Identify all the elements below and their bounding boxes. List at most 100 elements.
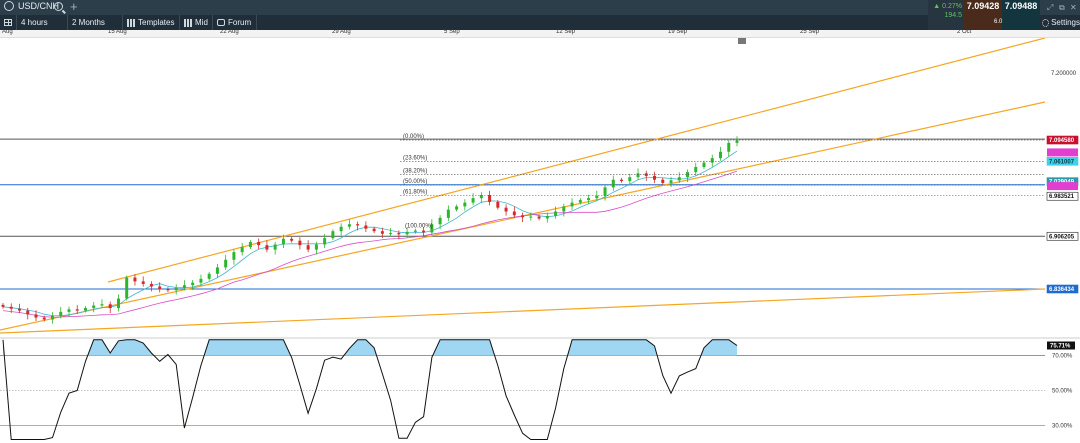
date-tick-label: 12 Sep: [556, 29, 576, 35]
candle-body: [224, 259, 228, 268]
candle-body: [182, 285, 186, 288]
price-tag-layer: 7.0945807.0610077.0290496.9835216.906205…: [1046, 135, 1079, 294]
chart-toolbar: 4 hours 2 Months Templates Mid Forum: [0, 15, 1080, 30]
price-tag-label: 6.983521: [1049, 194, 1075, 200]
channel-upper-line: [107, 38, 1046, 283]
price-chart[interactable]: 7.200000 (0.00%) (23.60%) (38.20%) (50.00%)…: [0, 38, 1080, 443]
candle-body: [413, 230, 417, 232]
candle-body: [141, 281, 145, 284]
templates-button[interactable]: Templates: [123, 15, 180, 30]
date-tick-label: 15 Aug: [108, 29, 127, 35]
candle-body: [83, 308, 87, 311]
candle-body: [455, 206, 459, 210]
bid-price: 7.09428: [966, 1, 1000, 11]
candle-body: [471, 198, 475, 203]
candle-body: [215, 267, 219, 274]
rsi-line: [2, 339, 738, 440]
ask-price: 7.09488: [1004, 1, 1038, 11]
fib-level-label: (50.00%): [403, 179, 427, 185]
candle-body: [488, 194, 492, 202]
add-tab-icon[interactable]: +: [70, 0, 78, 14]
fib-level-label: (38.20%): [403, 169, 427, 175]
interval-dropdown[interactable]: 4 hours: [17, 15, 68, 30]
candle-body: [587, 198, 591, 201]
symbol-header[interactable]: USD/CNH: [4, 1, 59, 11]
date-tick-label: 2 Oct: [957, 29, 972, 35]
candle-body: [677, 177, 681, 181]
forum-button[interactable]: Forum: [213, 15, 257, 30]
candle-body: [100, 304, 104, 306]
date-tick-label: 19 Sep: [668, 29, 688, 35]
candle-body: [727, 142, 731, 152]
minimize-icon[interactable]: ⤢: [1047, 3, 1054, 12]
settings-label: Settings: [1051, 18, 1080, 27]
price-type-icon: [184, 18, 192, 27]
candles-layer: [1, 136, 739, 324]
candle-body: [59, 311, 63, 316]
range-dropdown[interactable]: 2 Months: [68, 15, 123, 30]
candle-body: [479, 194, 483, 199]
price-tag-box: [1046, 191, 1079, 201]
candle-body: [50, 315, 54, 320]
price-type-label: Mid: [195, 18, 208, 27]
price-tag-box: [1046, 231, 1079, 241]
fib-level-label: (61.80%): [403, 190, 427, 196]
candle-body: [669, 180, 673, 183]
event-marker-icon: [738, 38, 746, 44]
channel-lower-line: [0, 288, 1046, 334]
grid-layer: 7.200000: [0, 71, 1077, 290]
candle-body: [636, 173, 640, 178]
candle-body: [356, 224, 360, 226]
settings-button[interactable]: Settings: [1040, 15, 1080, 30]
price-type-button[interactable]: Mid: [180, 15, 213, 30]
candle-body: [496, 201, 500, 208]
candle-body: [661, 179, 665, 183]
popout-icon[interactable]: ⧉: [1059, 3, 1065, 12]
price-tag-label: 7.061007: [1049, 159, 1075, 165]
candle-body: [380, 231, 384, 234]
candle-body: [463, 202, 467, 207]
candle-body: [710, 158, 714, 163]
layout-button[interactable]: [0, 15, 17, 30]
price-change-box: ▲ 0.27% 194.5: [928, 0, 964, 30]
gear-icon: [1042, 18, 1050, 27]
fib-level-label: (23.60%): [403, 155, 427, 161]
close-icon[interactable]: ✕: [1070, 3, 1077, 12]
candle-body: [158, 286, 162, 289]
candle-body: [133, 277, 137, 282]
spread-value: 6.0: [994, 19, 1003, 25]
fib-level-label: (100.00%): [405, 224, 433, 230]
candle-body: [257, 241, 261, 246]
candle-body: [347, 224, 351, 227]
interval-label: 4 hours: [21, 18, 48, 27]
moving-average-layer: [2, 150, 738, 318]
candle-body: [306, 245, 310, 250]
candle-body: [372, 228, 376, 232]
rsi-tick-label: 30.00%: [1052, 424, 1073, 430]
change-percent: ▲ 0.27%: [933, 3, 962, 10]
candle-body: [26, 310, 30, 315]
search-icon[interactable]: [54, 2, 63, 11]
rsi-panel: 75.71% 70.00% 50.00% 30.00%: [0, 337, 1080, 440]
candle-body: [521, 215, 525, 218]
candle-body: [323, 238, 327, 245]
candle-body: [529, 216, 533, 218]
price-tag-box: [1046, 135, 1079, 145]
templates-label: Templates: [138, 18, 175, 27]
candle-body: [281, 238, 285, 245]
candle-body: [116, 298, 120, 309]
candle-body: [545, 215, 549, 219]
marker-layer: [738, 38, 746, 44]
candle-body: [67, 309, 71, 312]
candle-body: [422, 230, 426, 233]
fast-moving-average-line: [2, 150, 738, 317]
candle-body: [149, 283, 153, 287]
candle-body: [42, 317, 46, 320]
sell-price-button[interactable]: 7.09428: [964, 0, 1002, 30]
candle-body: [653, 175, 657, 180]
candle-body: [570, 202, 574, 207]
date-tick-label: 25 Sep: [800, 29, 820, 35]
slow-moving-average-line: [2, 170, 738, 318]
buy-price-button[interactable]: 7.09488: [1002, 0, 1040, 30]
date-tick-label: Aug: [2, 29, 13, 35]
